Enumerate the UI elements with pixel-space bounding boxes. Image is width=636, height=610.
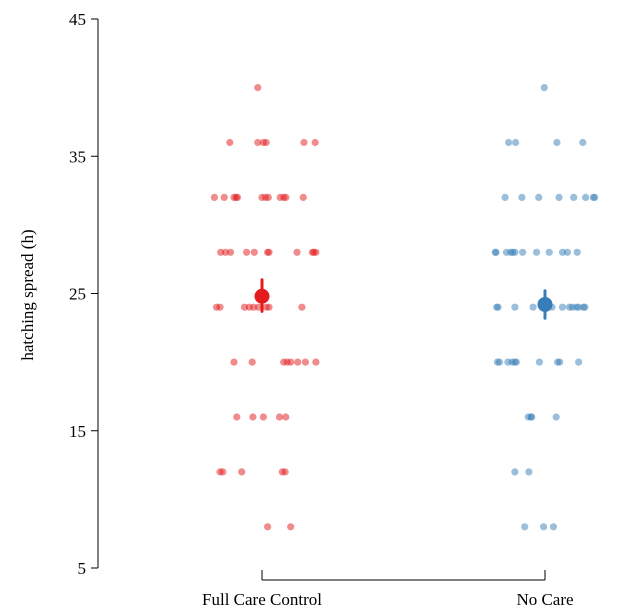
mean-point [254, 288, 270, 304]
data-point [563, 248, 572, 256]
data-point [254, 84, 262, 92]
data-point [505, 138, 513, 147]
data-point [535, 358, 544, 366]
data-point [511, 248, 519, 256]
data-point [529, 303, 537, 311]
data-point [281, 468, 289, 476]
data-point [282, 193, 290, 201]
y-axis-title: hatching spread (h) [18, 229, 37, 360]
y-tick-label: 5 [78, 559, 87, 578]
data-point [243, 248, 251, 256]
data-point [528, 413, 536, 421]
data-point [540, 523, 548, 531]
data-point [540, 84, 548, 92]
data-point [549, 523, 558, 531]
data-point [494, 303, 502, 311]
x-tick-label: Full Care Control [202, 590, 322, 609]
y-tick-label: 25 [69, 285, 86, 304]
data-point [555, 193, 563, 201]
data-point [282, 413, 290, 421]
data-point [226, 138, 234, 147]
data-point [511, 303, 519, 311]
data-point [552, 413, 560, 421]
data-point [573, 248, 581, 256]
data-point [312, 358, 320, 366]
data-point [525, 468, 533, 476]
data-point [312, 248, 320, 256]
data-point [575, 358, 583, 366]
data-point [570, 193, 578, 201]
data-point [492, 248, 500, 256]
data-point [535, 193, 543, 201]
data-point [230, 358, 238, 366]
data-point [545, 248, 553, 256]
data-point [293, 248, 301, 256]
data-point [233, 193, 242, 201]
data-point [220, 193, 228, 201]
data-point [265, 303, 273, 311]
data-point [238, 468, 246, 476]
data-point [248, 358, 256, 366]
data-point [511, 358, 519, 366]
data-point [264, 523, 272, 531]
data-point [219, 468, 227, 476]
data-point [210, 193, 218, 201]
data-point [216, 303, 224, 311]
data-point [262, 138, 270, 147]
data-point [264, 193, 272, 201]
data-point [518, 193, 526, 201]
data-point [519, 248, 527, 256]
data-point [259, 413, 267, 421]
data-point [581, 303, 589, 311]
data-point [299, 193, 307, 201]
data-point [287, 358, 295, 366]
points-layer [210, 84, 599, 531]
data-point [250, 248, 258, 256]
data-point [591, 193, 599, 201]
data-point [301, 358, 309, 366]
data-point [556, 358, 564, 366]
data-point [233, 413, 241, 421]
data-point [249, 413, 257, 421]
data-point [294, 358, 302, 366]
data-point [553, 138, 561, 147]
data-point [521, 523, 529, 531]
x-tick-label: No Care [516, 590, 573, 609]
x-axis: Full Care Control No Care [202, 570, 574, 609]
data-point [254, 303, 263, 311]
data-point [511, 468, 519, 476]
data-point [254, 138, 262, 147]
data-point [495, 358, 504, 366]
data-point [298, 303, 306, 311]
data-point [558, 303, 567, 311]
y-tick-label: 15 [69, 422, 86, 441]
means-layer [254, 278, 553, 320]
data-point [300, 138, 308, 147]
data-point [582, 193, 590, 201]
data-point [226, 248, 235, 256]
y-tick-label: 45 [69, 10, 86, 29]
data-point [533, 248, 541, 256]
data-point [265, 248, 273, 256]
y-axis: 5 15 25 35 45 [69, 10, 99, 578]
mean-point [537, 296, 553, 312]
data-point [311, 138, 319, 147]
data-point [511, 138, 520, 147]
data-point [501, 193, 509, 201]
data-point [579, 138, 587, 147]
data-point [287, 523, 295, 531]
y-tick-label: 35 [69, 147, 86, 166]
data-point [275, 413, 284, 421]
